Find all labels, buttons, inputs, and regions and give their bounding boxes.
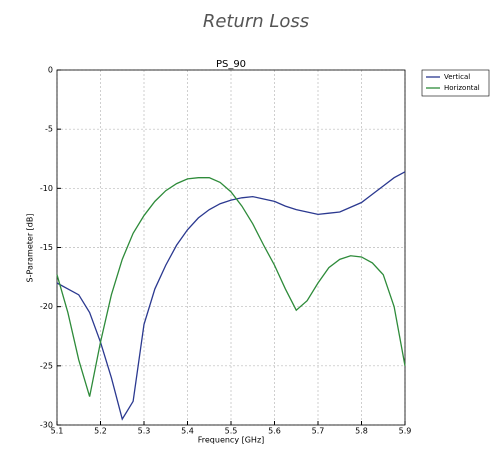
y-tick-label: -20	[40, 302, 53, 311]
x-tick-label: 5.4	[181, 427, 194, 436]
legend-box	[421, 69, 490, 97]
y-tick-label: -15	[40, 243, 53, 252]
x-tick-label: 5.3	[138, 427, 151, 436]
plot-frame	[56, 69, 406, 426]
y-tick-label: -10	[40, 184, 53, 193]
x-axis-label: Frequency [GHz]	[198, 436, 265, 445]
x-tick-label: 5.2	[94, 427, 107, 436]
x-tick-label: 5.5	[225, 427, 238, 436]
x-tick-label: 5.7	[312, 427, 325, 436]
y-tick-label: -25	[40, 361, 53, 370]
y-axis-label: S-Parameter [dB]	[26, 214, 35, 283]
x-tick-label: 5.1	[51, 427, 64, 436]
y-tick-label: -5	[45, 125, 53, 134]
x-tick-label: 5.9	[399, 427, 412, 436]
chart-subtitle: PS_90	[216, 59, 246, 70]
x-tick-label: 5.8	[355, 427, 368, 436]
x-tick-label: 5.6	[268, 427, 281, 436]
legend-label: Horizontal	[444, 84, 480, 92]
legend-label: Vertical	[444, 73, 470, 81]
y-tick-label: -30	[40, 421, 53, 430]
y-tick-label: 0	[48, 66, 53, 75]
series-line	[56, 171, 406, 421]
series-line	[56, 177, 406, 397]
chart-title: Return Loss	[203, 11, 309, 32]
